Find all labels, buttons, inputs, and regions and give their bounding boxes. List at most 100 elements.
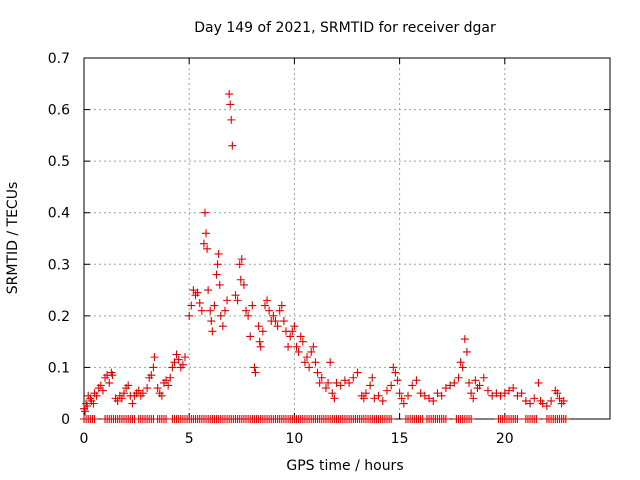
data-point xyxy=(189,286,198,295)
data-point xyxy=(458,363,467,372)
data-point xyxy=(216,311,225,320)
data-point xyxy=(246,332,255,341)
data-point xyxy=(538,399,547,408)
data-point xyxy=(336,381,345,390)
data-point xyxy=(214,249,223,258)
data-point xyxy=(157,391,166,400)
data-point xyxy=(446,381,455,390)
y-tick-label: 0.4 xyxy=(48,206,70,222)
data-point xyxy=(212,270,221,279)
data-point xyxy=(226,100,235,109)
y-tick-label: 0.1 xyxy=(48,360,70,376)
data-point xyxy=(353,368,362,377)
data-point xyxy=(193,288,202,297)
data-point xyxy=(387,415,396,423)
data-point xyxy=(315,378,324,387)
data-point xyxy=(391,368,400,377)
data-point xyxy=(454,373,463,382)
data-point xyxy=(168,363,177,372)
data-point xyxy=(98,386,107,395)
data-point xyxy=(172,350,181,359)
data-point xyxy=(467,415,476,423)
data-point xyxy=(359,394,368,403)
x-tick-label: 15 xyxy=(391,431,409,447)
data-point xyxy=(96,381,105,390)
data-point xyxy=(300,358,309,367)
data-point xyxy=(324,378,333,387)
data-point xyxy=(368,373,377,382)
data-point xyxy=(393,376,402,385)
data-point xyxy=(153,384,162,393)
data-point xyxy=(475,381,484,390)
data-point xyxy=(307,347,316,356)
data-point xyxy=(429,396,438,405)
data-point xyxy=(204,286,213,295)
data-point xyxy=(456,358,465,367)
data-point xyxy=(345,378,354,387)
data-point xyxy=(450,378,459,387)
data-point xyxy=(305,363,314,372)
data-point xyxy=(207,317,216,326)
data-point xyxy=(361,389,370,398)
data-point xyxy=(147,371,156,380)
data-point xyxy=(242,306,251,315)
data-point xyxy=(164,381,173,390)
data-point xyxy=(200,208,209,217)
data-point xyxy=(303,353,312,362)
data-point xyxy=(185,311,194,320)
data-point xyxy=(479,373,488,382)
data-point xyxy=(90,415,99,423)
y-tick-label: 0.6 xyxy=(48,103,70,119)
data-point xyxy=(254,322,263,331)
x-axis-label: GPS time / hours xyxy=(286,458,403,474)
data-point xyxy=(467,389,476,398)
data-point xyxy=(236,275,245,284)
data-point xyxy=(290,322,299,331)
data-point xyxy=(251,368,260,377)
data-point xyxy=(138,389,147,398)
chart-title: Day 149 of 2021, SRMTID for receiver dga… xyxy=(194,20,496,36)
data-point xyxy=(521,396,530,405)
data-point xyxy=(471,376,480,385)
data-point xyxy=(117,394,126,403)
data-point xyxy=(469,394,478,403)
data-point xyxy=(83,402,92,411)
data-point xyxy=(113,396,122,405)
data-point xyxy=(397,394,406,403)
data-point xyxy=(374,391,383,400)
data-point xyxy=(143,384,152,393)
data-point xyxy=(108,371,117,380)
data-point xyxy=(134,386,143,395)
data-point xyxy=(210,301,219,310)
data-point xyxy=(330,394,339,403)
plot-frame xyxy=(83,57,611,420)
data-point xyxy=(513,415,522,423)
data-point xyxy=(517,389,526,398)
data-point xyxy=(513,391,522,400)
data-point xyxy=(492,389,501,398)
data-point xyxy=(149,363,158,372)
axis-ticks: 0 0.1 0.2 0.3 0.4 0.5 0.6 0.7 0 5 10 15 20 xyxy=(48,51,610,447)
data-point xyxy=(559,396,568,405)
data-point xyxy=(488,391,497,400)
data-point xyxy=(433,389,442,398)
data-point xyxy=(231,291,240,300)
data-point xyxy=(202,229,211,238)
data-point xyxy=(460,335,469,344)
x-tick-label: 5 xyxy=(185,431,194,447)
data-point xyxy=(197,306,206,315)
data-point xyxy=(313,368,322,377)
data-point xyxy=(206,306,215,315)
data-point xyxy=(321,384,330,393)
data-point xyxy=(92,391,101,400)
data-point xyxy=(441,384,450,393)
data-point xyxy=(412,376,421,385)
data-point xyxy=(81,407,90,416)
y-tick-label: 0 xyxy=(61,412,70,428)
data-point xyxy=(265,306,274,315)
data-point xyxy=(150,353,159,362)
data-point xyxy=(349,373,358,382)
data-point xyxy=(404,391,413,400)
data-point xyxy=(284,342,293,351)
data-point xyxy=(119,389,128,398)
